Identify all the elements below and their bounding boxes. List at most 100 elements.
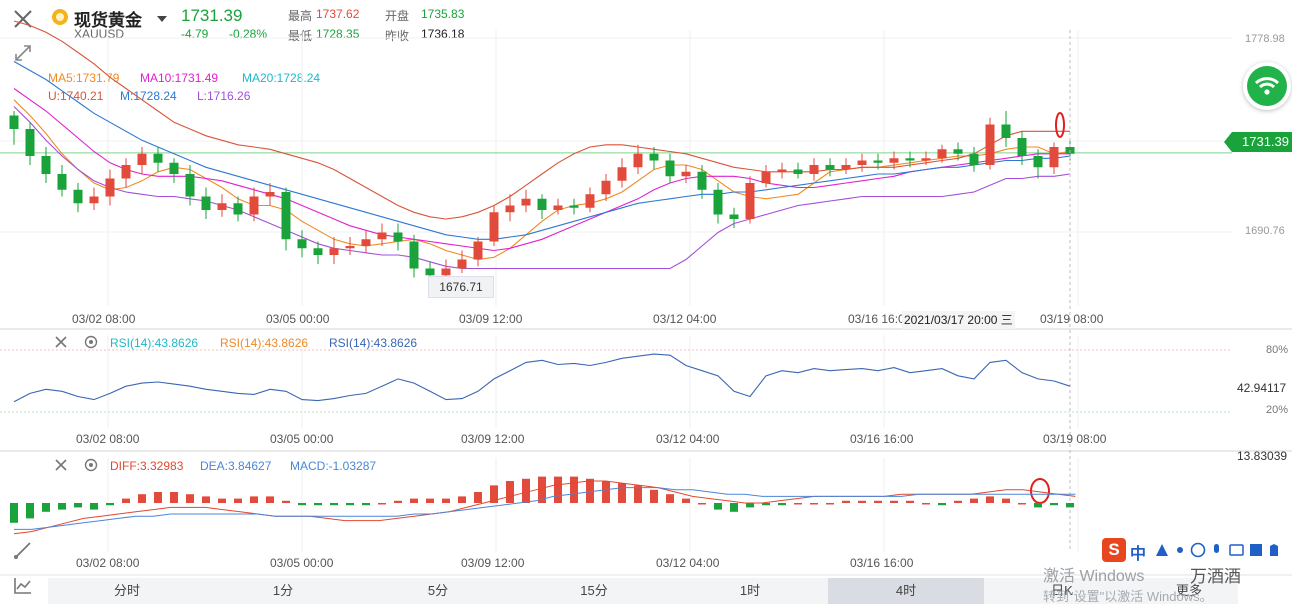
- candle-body: [569, 205, 579, 208]
- series-line-ma20: [13, 61, 1071, 240]
- rsi-line: [13, 353, 1071, 403]
- candle-body: [905, 158, 915, 161]
- macd-bar: [362, 503, 370, 506]
- ime-brand-icon[interactable]: S: [1102, 538, 1126, 562]
- macd-close-icon[interactable]: [54, 458, 68, 475]
- candle-body: [441, 268, 451, 276]
- macd-time-1: 03/02 08:00: [76, 556, 140, 570]
- candle-body: [713, 189, 723, 215]
- time-label-6: 03/19 08:00: [1040, 312, 1104, 326]
- rsi-close-icon[interactable]: [54, 335, 68, 352]
- time-label-2: 03/05 00:00: [266, 312, 330, 326]
- tab-15min[interactable]: 15分: [580, 583, 608, 598]
- watermark-activate: 激活 Windows: [1043, 568, 1145, 585]
- candle-body: [249, 196, 259, 215]
- ime-mode-label[interactable]: 中: [1130, 546, 1147, 563]
- open-label: 开盘: [385, 9, 410, 23]
- ime-tool-icons[interactable]: [1154, 542, 1290, 561]
- candle-body: [9, 115, 19, 129]
- macd-time-3: 03/09 12:00: [461, 556, 525, 570]
- candle-body: [1033, 156, 1043, 168]
- candle-body: [617, 167, 627, 181]
- tab-daily[interactable]: 日K: [1051, 583, 1073, 598]
- candle-body: [57, 174, 67, 190]
- macd-value-legend: MACD:-1.03287: [290, 459, 377, 473]
- series-line-boll-u: [13, 20, 1070, 220]
- candle-body: [153, 153, 163, 163]
- macd-bar: [602, 481, 610, 503]
- macd-bar: [74, 503, 82, 508]
- candle-body: [281, 192, 291, 240]
- macd-bar: [378, 503, 386, 505]
- tab-4hour[interactable]: 4时: [828, 578, 984, 604]
- rsi-level-high: 80%: [1266, 344, 1289, 356]
- candle-body: [649, 153, 659, 161]
- candle-body: [137, 153, 147, 165]
- candle-body: [345, 246, 355, 249]
- macd-bar: [170, 492, 178, 503]
- series-line-ma5: [13, 99, 1071, 261]
- macd-bar: [442, 498, 450, 503]
- macd-bar: [394, 500, 402, 503]
- period-tab-bar: [48, 578, 1238, 604]
- boll-lower-legend: L:1716.26: [197, 89, 251, 103]
- macd-bar: [154, 492, 162, 503]
- candle-body: [41, 156, 51, 174]
- candle-body: [873, 160, 883, 163]
- macd-bar: [298, 503, 306, 506]
- macd-bar: [506, 481, 514, 503]
- candle-body: [969, 153, 979, 165]
- macd-bar: [10, 503, 18, 523]
- macd-bar: [26, 503, 34, 519]
- candle-body: [921, 158, 931, 161]
- macd-bar: [634, 485, 642, 503]
- macd-diff-legend: DIFF:3.32983: [110, 459, 184, 473]
- draw-line-icon[interactable]: [12, 539, 34, 561]
- chevron-down-icon[interactable]: [157, 13, 167, 27]
- macd-bar: [410, 498, 418, 503]
- tab-1min[interactable]: 1分: [272, 583, 294, 598]
- candle-body: [217, 203, 227, 210]
- candle-body: [841, 165, 851, 170]
- macd-bar: [58, 503, 66, 510]
- macd-bar: [282, 500, 290, 503]
- crosshair-time: 2021/03/17 20:00 三: [902, 311, 1015, 329]
- rsi-settings-icon[interactable]: [84, 335, 98, 352]
- candle-body: [505, 205, 515, 213]
- candle-body: [681, 171, 691, 177]
- candle-body: [489, 212, 499, 242]
- macd-settings-icon[interactable]: [84, 458, 98, 475]
- candle-body: [745, 183, 755, 219]
- rsi-legend-1: RSI(14):43.8626: [110, 336, 199, 350]
- instrument-name[interactable]: 现货黄金: [74, 11, 142, 30]
- macd-bar: [42, 503, 50, 512]
- candle-body: [377, 232, 387, 240]
- tab-5min[interactable]: 5分: [427, 583, 449, 598]
- macd-bar: [202, 496, 210, 503]
- close-icon[interactable]: [12, 8, 34, 30]
- candle-body: [73, 189, 83, 204]
- indicator-icon[interactable]: [12, 574, 34, 596]
- tab-more[interactable]: 更多: [1175, 583, 1202, 598]
- macd-bar: [234, 498, 242, 503]
- ime-toolbar[interactable]: S 中: [1098, 536, 1292, 564]
- macd-bar: [810, 503, 818, 505]
- macd-bar: [106, 503, 114, 506]
- network-float-button[interactable]: [1243, 62, 1291, 110]
- open-value: 1735.83: [421, 7, 465, 21]
- macd-bar: [714, 503, 722, 510]
- expand-icon[interactable]: [12, 42, 34, 64]
- macd-bar: [794, 503, 802, 505]
- rsi-time-1: 03/02 08:00: [76, 432, 140, 446]
- candle-body: [393, 232, 403, 242]
- rsi-legend-2: RSI(14):43.8626: [220, 336, 309, 350]
- tab-timeshare[interactable]: 分时: [113, 583, 140, 598]
- macd-time-2: 03/05 00:00: [270, 556, 334, 570]
- candle-body: [25, 129, 35, 156]
- boll-mid-legend: M:1728.24: [120, 89, 177, 103]
- tab-1hour[interactable]: 1时: [739, 583, 761, 598]
- macd-scale: 13.83039: [1237, 449, 1288, 463]
- macd-bar: [586, 478, 594, 503]
- low-label: 最低: [288, 29, 313, 43]
